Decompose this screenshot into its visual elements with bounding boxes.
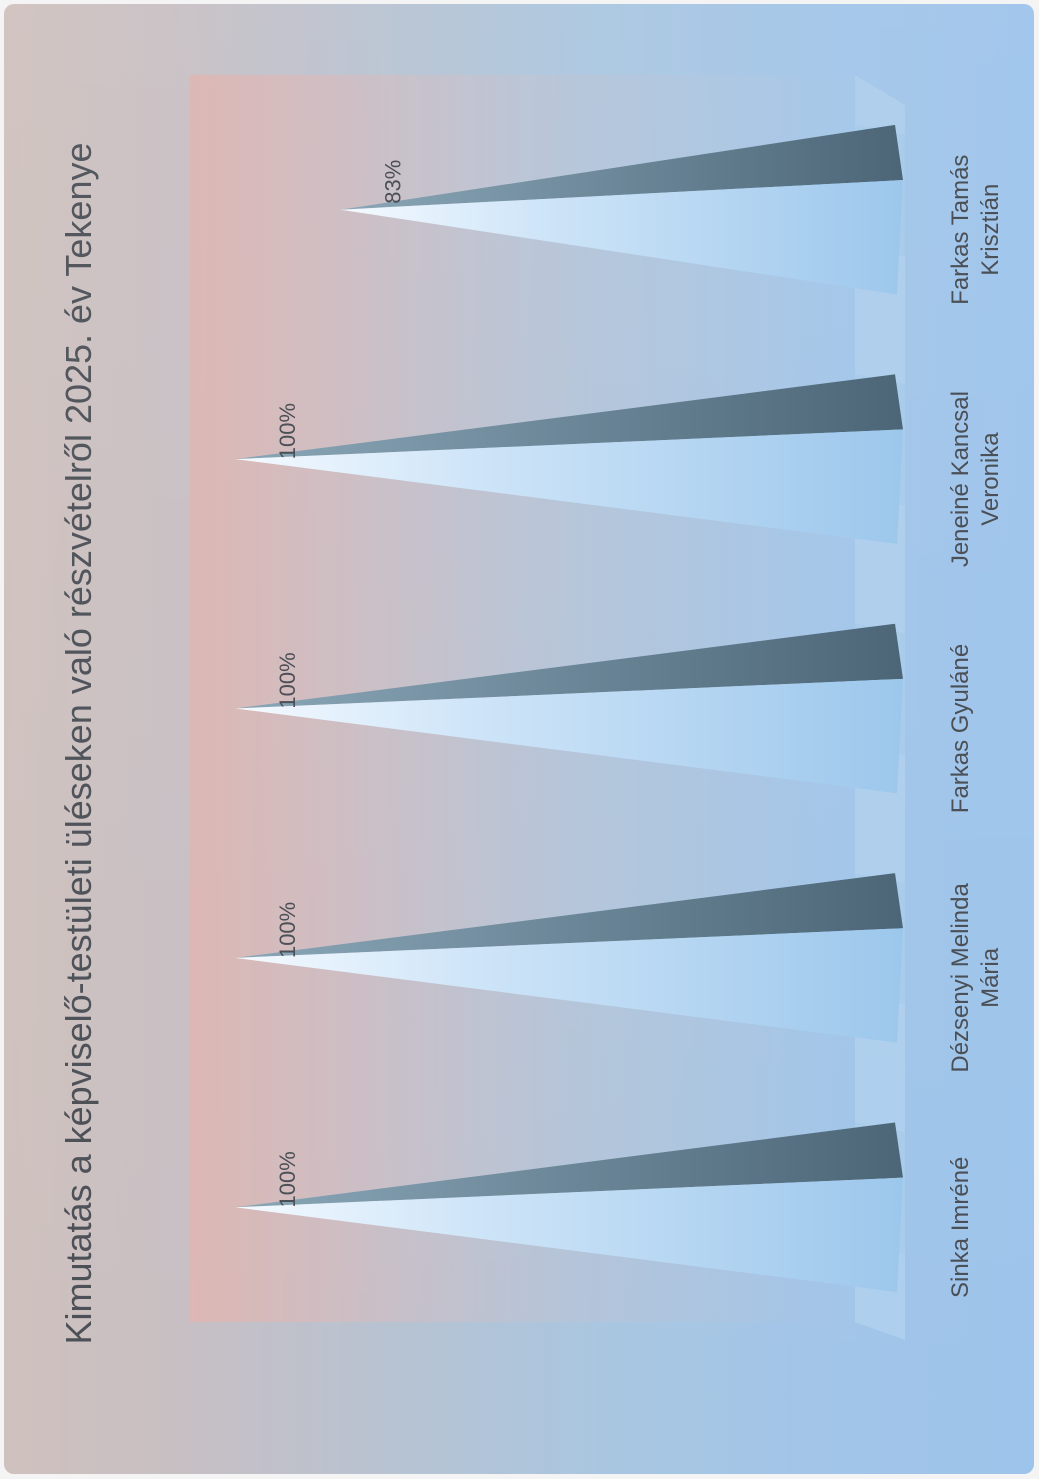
data-label: 100% <box>275 652 300 708</box>
category-label: Dézsenyi Melinda <box>947 883 974 1073</box>
category-label: Krisztián <box>977 184 1004 276</box>
pyramid-side-face <box>235 623 903 709</box>
data-label: 83% <box>380 160 405 204</box>
pyramid-front-face <box>235 1177 903 1293</box>
plot-area: 100% Sinka Imréné 100% Dézsenyi Melinda Mári… <box>190 75 1004 1340</box>
pyramid-side-face <box>235 374 903 460</box>
pyramid-side-face <box>235 873 903 958</box>
category-label: Farkas Tamás <box>947 155 974 305</box>
category-label: Mária <box>977 947 1004 1008</box>
pyramid-side-face <box>340 124 903 210</box>
category-label: Jeneiné Kancsal <box>947 391 974 567</box>
pyramid-front-face <box>340 180 903 295</box>
pyramid-front-face <box>235 429 903 544</box>
category-label: Veronika <box>977 432 1004 526</box>
pyramid-side-face <box>235 1122 903 1208</box>
data-label: 100% <box>275 403 300 459</box>
category-label: Sinka Imréné <box>947 1157 974 1298</box>
data-label: 100% <box>275 1151 300 1207</box>
category-label: Farkas Gyuláné <box>947 644 974 813</box>
pyramid-front-face <box>235 678 903 794</box>
data-label: 100% <box>275 902 300 958</box>
pyramid-front-face <box>235 928 903 1043</box>
